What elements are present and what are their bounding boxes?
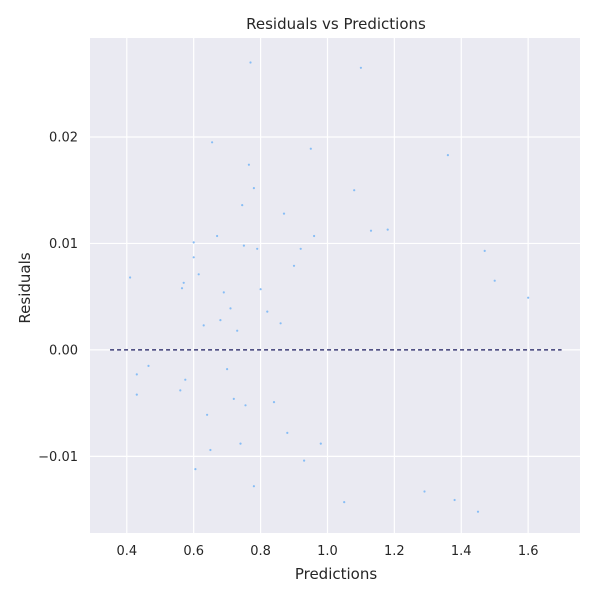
scatter-point bbox=[192, 256, 195, 259]
scatter-point bbox=[279, 322, 282, 325]
scatter-point bbox=[206, 413, 209, 416]
scatter-point bbox=[527, 296, 530, 299]
scatter-point bbox=[286, 431, 289, 434]
scatter-points bbox=[129, 61, 530, 513]
scatter-point bbox=[252, 187, 255, 190]
scatter-point bbox=[232, 397, 235, 400]
x-tick-label: 0.6 bbox=[183, 544, 204, 559]
scatter-point bbox=[226, 368, 229, 371]
y-axis-label: Residuals bbox=[16, 252, 34, 323]
y-tick-labels: −0.01 0.00 0.01 0.02 bbox=[38, 131, 78, 465]
scatter-point bbox=[369, 229, 373, 232]
scatter-point bbox=[216, 234, 219, 238]
x-tick-label: 0.8 bbox=[250, 544, 271, 559]
x-tick-label: 1.2 bbox=[384, 544, 405, 559]
y-tick-label: 0.02 bbox=[49, 131, 78, 146]
scatter-point bbox=[239, 442, 242, 445]
scatter-point bbox=[299, 247, 302, 250]
scatter-point bbox=[135, 393, 138, 396]
scatter-point bbox=[386, 228, 389, 231]
scatter-point bbox=[222, 291, 225, 294]
scatter-point bbox=[292, 264, 296, 267]
scatter-point bbox=[179, 389, 182, 392]
y-tick-label: 0.00 bbox=[49, 343, 78, 358]
scatter-point bbox=[272, 401, 276, 404]
scatter-point bbox=[184, 378, 187, 381]
x-tick-label: 1.4 bbox=[451, 544, 472, 559]
scatter-point bbox=[211, 141, 214, 144]
scatter-point bbox=[194, 468, 197, 471]
scatter-point bbox=[259, 288, 262, 291]
scatter-point bbox=[256, 247, 259, 250]
scatter-point bbox=[147, 364, 150, 367]
chart-title: Residuals vs Predictions bbox=[246, 15, 426, 33]
scatter-point bbox=[319, 442, 322, 445]
x-tick-label: 1.6 bbox=[518, 544, 539, 559]
scatter-point bbox=[446, 154, 449, 157]
scatter-point bbox=[343, 501, 346, 504]
scatter-point bbox=[244, 404, 247, 407]
scatter-point bbox=[192, 241, 195, 244]
scatter-point bbox=[282, 212, 286, 215]
scatter-point bbox=[209, 448, 212, 452]
scatter-point bbox=[202, 324, 205, 327]
y-tick-label: 0.01 bbox=[49, 237, 78, 252]
scatter-point bbox=[247, 163, 250, 166]
scatter-point bbox=[483, 249, 486, 252]
x-tick-labels: 0.4 0.6 0.8 1.0 1.2 1.4 1.6 bbox=[116, 544, 538, 559]
y-tick-label: −0.01 bbox=[38, 450, 78, 465]
scatter-point bbox=[242, 244, 245, 247]
scatter-point bbox=[241, 204, 244, 207]
scatter-point bbox=[135, 373, 138, 376]
scatter-point bbox=[252, 485, 255, 488]
scatter-point bbox=[493, 279, 496, 282]
x-tick-label: 1.0 bbox=[317, 544, 338, 559]
scatter-point bbox=[229, 307, 232, 310]
plot-area bbox=[90, 38, 580, 533]
scatter-point bbox=[182, 281, 185, 284]
scatter-point bbox=[129, 276, 132, 279]
scatter-point bbox=[219, 319, 222, 322]
scatter-point bbox=[266, 310, 269, 313]
scatter-point bbox=[236, 329, 239, 332]
scatter-point bbox=[453, 498, 456, 502]
scatter-point bbox=[309, 147, 312, 150]
scatter-point bbox=[249, 61, 252, 64]
x-axis-label: Predictions bbox=[295, 565, 378, 583]
scatter-point bbox=[359, 66, 362, 69]
scatter-point bbox=[476, 510, 480, 513]
scatter-point bbox=[303, 459, 306, 462]
scatter-point bbox=[423, 490, 426, 493]
scatter-point bbox=[197, 273, 200, 276]
scatter-point bbox=[180, 287, 184, 290]
x-tick-label: 0.4 bbox=[116, 544, 137, 559]
scatter-point bbox=[313, 234, 316, 238]
scatter-point bbox=[353, 189, 356, 192]
